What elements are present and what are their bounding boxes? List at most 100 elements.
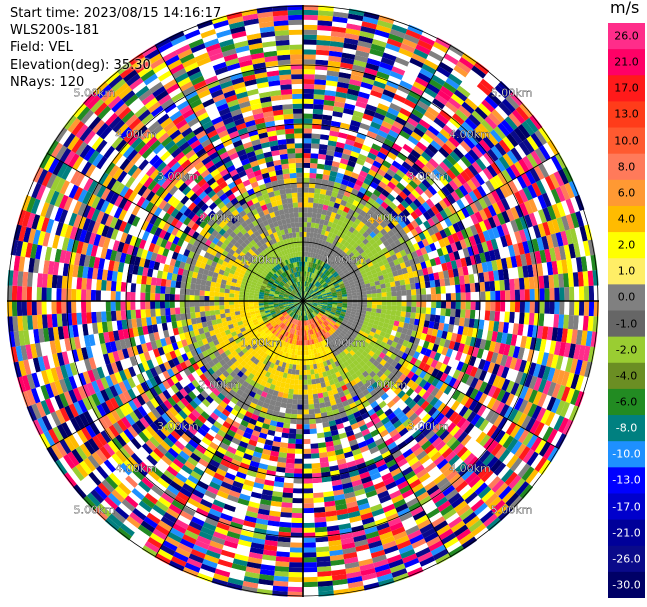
velocity-cell [337,278,343,284]
velocity-cell [290,527,303,533]
velocity-cell [497,81,513,96]
velocity-cell [365,258,372,264]
velocity-cell [327,180,335,187]
velocity-cell [446,48,462,62]
velocity-cell [497,269,505,281]
velocity-cell [421,133,434,144]
velocity-cell [401,295,407,301]
velocity-cell [310,369,315,375]
velocity-cell [414,216,423,226]
velocity-cell [325,277,330,283]
velocity-cell [392,270,399,277]
velocity-cell [564,287,570,301]
velocity-cell [362,238,369,245]
velocity-cell [329,227,336,234]
velocity-cell [315,275,320,281]
velocity-cell [410,312,416,319]
velocity-cell [303,522,315,528]
velocity-cell [456,198,466,210]
velocity-cell [438,61,454,74]
velocity-cell [355,285,361,290]
velocity-cell [403,98,417,109]
velocity-cell [487,216,497,229]
velocity-cell [405,29,422,40]
velocity-cell [430,287,437,295]
velocity-cell [311,294,317,297]
velocity-cell [378,181,388,190]
velocity-cell [303,108,314,114]
velocity-cell [311,383,317,390]
velocity-cell [454,276,460,286]
velocity-cell [458,185,469,197]
velocity-cell [332,156,342,163]
velocity-cell [470,213,479,225]
velocity-cell [322,294,328,297]
velocity-cell [557,168,569,185]
velocity-cell [575,211,585,227]
velocity-cell [480,301,486,311]
velocity-cell [515,254,523,268]
velocity-cell [310,277,314,283]
velocity-cell [312,295,318,298]
velocity-cell [314,281,319,286]
velocity-cell [354,136,365,145]
velocity-cell [493,174,504,188]
velocity-cell [406,231,415,240]
velocity-cell [471,65,487,79]
velocity-cell [391,301,397,306]
velocity-cell [379,228,388,236]
velocity-cell [308,272,311,278]
velocity-cell [459,140,472,153]
velocity-cell [336,172,345,180]
velocity-cell [366,57,381,67]
velocity-cell [331,26,347,34]
velocity-cell [519,301,525,313]
velocity-cell [346,23,362,31]
velocity-cell [514,144,527,159]
velocity-cell [401,125,414,136]
velocity-cell [538,145,551,161]
velocity-cell [342,278,349,283]
velocity-cell [289,557,303,563]
velocity-cell [327,282,333,287]
velocity-cell [324,270,330,276]
velocity-cell [538,127,552,143]
velocity-cell [303,429,310,435]
velocity-cell [394,280,401,287]
velocity-cell [330,36,345,43]
velocity-cell [303,404,309,410]
velocity-cell [390,310,397,316]
velocity-cell [303,493,314,499]
velocity-cell [444,277,451,287]
velocity-cell [288,388,294,395]
velocity-cell [385,205,394,214]
velocity-cell [310,291,315,296]
velocity-cell [337,236,344,244]
velocity-cell [514,289,521,301]
velocity-cell [444,183,455,194]
velocity-cell [504,301,511,312]
velocity-cell [307,217,312,223]
velocity-cell [574,226,583,243]
velocity-cell [376,270,383,277]
velocity-cell [335,241,341,248]
velocity-cell [373,80,387,90]
velocity-cell [327,266,333,272]
velocity-cell [316,292,322,295]
velocity-cell [454,240,463,251]
velocity-cell [446,154,457,166]
velocity-cell [318,278,323,283]
velocity-cell [439,109,453,121]
velocity-cell [421,294,427,301]
velocity-cell [340,62,354,70]
velocity-cell [351,222,359,230]
velocity-cell [314,289,320,293]
velocity-cell [341,266,347,272]
velocity-cell [375,266,382,273]
velocity-cell [464,237,472,248]
velocity-cell [378,15,395,25]
velocity-cell [474,222,483,234]
velocity-cell [313,99,325,105]
velocity-cell [315,49,330,56]
velocity-cell [319,244,325,251]
